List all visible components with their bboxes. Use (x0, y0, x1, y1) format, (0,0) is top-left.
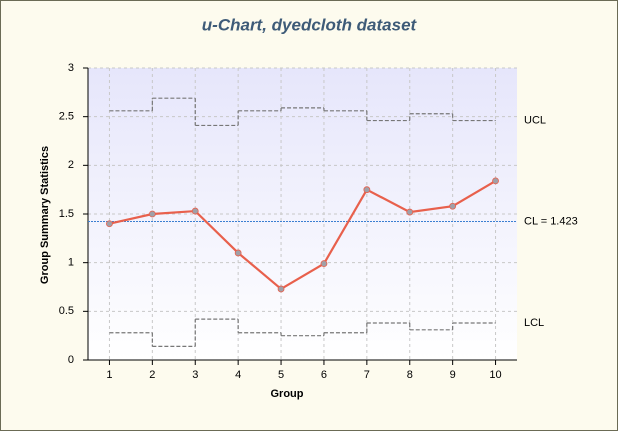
series-line (109, 179, 497, 291)
chart-title: u-Chart, dyedcloth dataset (202, 15, 418, 34)
lcl-label: LCL (524, 317, 544, 329)
x-tick-label: 4 (235, 369, 241, 381)
point (191, 207, 199, 215)
y-tick-label: 2 (68, 159, 74, 171)
x-tick-label: 7 (364, 369, 370, 381)
x-tick-label: 3 (192, 369, 198, 381)
y-tick-label: 1 (68, 257, 74, 269)
x-axis-label: Group (271, 388, 304, 400)
x-tick-label: 5 (278, 369, 284, 381)
point (492, 177, 499, 185)
x-tick-label: 2 (149, 369, 155, 381)
y-tick-label: 2.5 (59, 111, 74, 123)
point (363, 186, 371, 194)
point (406, 208, 414, 216)
point (449, 202, 457, 210)
x-tick-label: 6 (321, 369, 327, 381)
x-tick-label: 10 (489, 369, 501, 381)
x-tick-label: 8 (407, 369, 413, 381)
y-tick-label: 3 (68, 62, 74, 74)
ucl-label: UCL (524, 114, 546, 126)
y-axis-label: Group Summary Statistics (39, 146, 51, 284)
point (320, 260, 328, 268)
x-tick-label: 1 (106, 369, 112, 381)
y-tick-label: 0.5 (59, 305, 74, 317)
y-tick-label: 0 (68, 354, 74, 366)
x-tick-label: 9 (450, 369, 456, 381)
point (106, 220, 113, 228)
center-line-label: CL = 1.423 (524, 215, 578, 227)
point (234, 249, 242, 257)
y-tick-label: 1.5 (59, 208, 74, 220)
point (148, 210, 156, 218)
point (277, 285, 285, 293)
